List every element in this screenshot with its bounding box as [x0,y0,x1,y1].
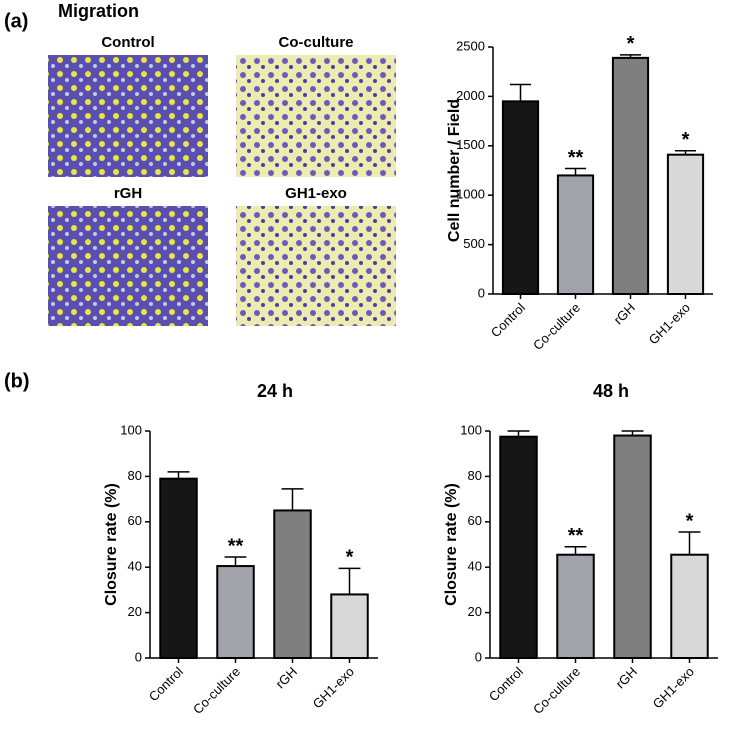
image-label: rGH [114,185,142,202]
y-tick-label: 2500 [456,38,485,53]
x-tick-label: Co-culture [530,664,583,717]
chart-title: 48 h [593,381,629,401]
significance-label: * [627,33,635,55]
bar [499,435,538,659]
bar [273,509,312,660]
y-tick-label: 20 [128,604,142,619]
x-tick-label: GH1-exo [650,664,697,711]
micrograph [48,206,208,326]
micrograph [236,55,396,177]
y-tick-label: 0 [478,285,485,300]
bar [501,100,540,295]
significance-label: * [346,547,354,569]
image-label: GH1-exo [285,185,347,202]
bar [666,153,705,295]
x-tick-label: rGH [273,664,300,691]
y-tick-label: 80 [468,468,482,483]
panel-label: (a) [4,10,28,32]
y-axis-label: Cell number / Field [446,99,463,242]
y-axis-label: Closure rate (%) [103,483,120,606]
y-tick-label: 80 [128,468,142,483]
x-tick-label: GH1-exo [310,664,357,711]
bar [159,477,198,660]
bar [670,553,709,660]
y-tick-label: 0 [135,649,142,664]
x-tick-label: Control [486,664,526,704]
y-tick-label: 0 [475,649,482,664]
y-tick-label: 100 [120,422,142,437]
bar [611,56,650,296]
significance-label: ** [568,525,584,547]
x-tick-label: Co-culture [530,300,583,353]
significance-label: * [686,510,694,532]
bar [556,174,595,295]
bar [216,565,255,659]
x-tick-label: Control [146,664,186,704]
y-tick-label: 2000 [456,88,485,103]
image-label: Co-culture [279,34,354,51]
y-tick-label: 100 [460,422,482,437]
image-label: Control [101,34,154,51]
y-tick-label: 60 [468,513,482,528]
x-tick-label: rGH [611,300,638,327]
panel-label: (b) [4,370,30,392]
x-tick-label: Control [488,300,528,340]
y-tick-label: 40 [468,559,482,574]
y-tick-label: 40 [128,559,142,574]
significance-label: ** [568,147,584,169]
micrograph [48,55,208,177]
x-tick-label: GH1-exo [646,300,693,347]
y-tick-label: 500 [463,236,485,251]
bar [613,434,652,660]
y-axis-label: Closure rate (%) [443,483,460,606]
bar [556,553,595,660]
y-tick-label: 60 [128,513,142,528]
micrograph [236,206,396,326]
chart-title: 24 h [257,381,293,401]
x-tick-label: rGH [613,664,640,691]
significance-label: ** [228,535,244,557]
bar [330,593,369,660]
panel-title: Migration [58,1,139,21]
y-tick-label: 20 [468,604,482,619]
x-tick-label: Co-culture [190,664,243,717]
y-tick-label: 1500 [456,137,485,152]
y-tick-label: 1000 [456,187,485,202]
significance-label: * [682,129,690,151]
